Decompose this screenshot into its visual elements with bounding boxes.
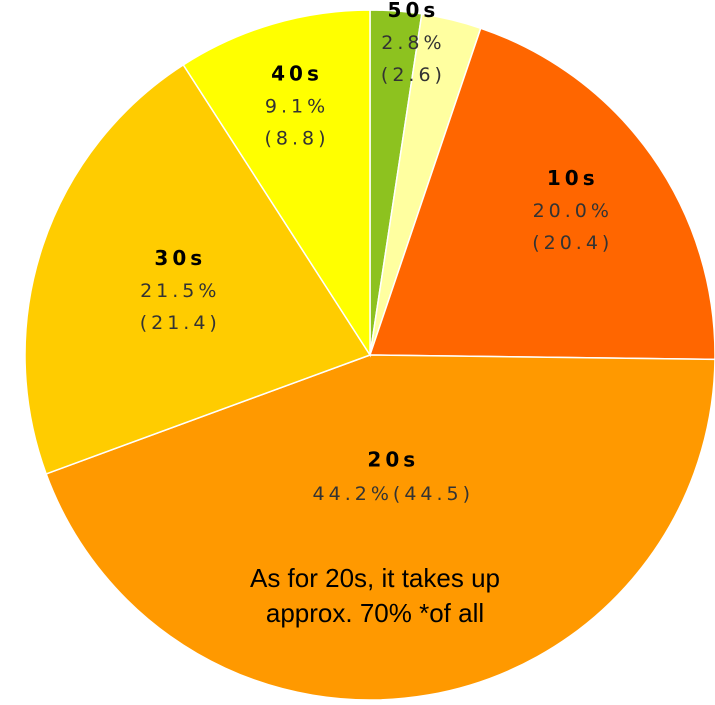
secondary-label: (44.5)	[393, 483, 474, 505]
annotation: approx. 70% *of all	[266, 598, 484, 628]
pie-slice	[45, 354, 715, 701]
value-label: 9.1%	[265, 95, 329, 117]
pie-slice	[182, 9, 371, 358]
slice-label: 40s	[271, 61, 323, 85]
pie-slice	[24, 63, 372, 475]
slice-label: 50s	[388, 0, 440, 22]
slice-label: 20s	[367, 448, 419, 472]
pie-slice	[368, 27, 715, 361]
value-label: 2.8%	[381, 32, 445, 54]
secondary-label: (2.6)	[381, 64, 446, 86]
secondary-label: (8.8)	[265, 127, 330, 149]
value-label: 44.2%	[313, 483, 393, 505]
annotation: As for 20s, it takes up	[250, 563, 500, 593]
slice-label: 10s	[547, 166, 599, 190]
value-label: 21.5%	[140, 280, 220, 302]
slice-value: 44.2%(44.5)	[313, 483, 475, 505]
slice-label: 30s	[154, 246, 206, 270]
secondary-label: (21.4)	[140, 312, 221, 334]
value-label: 20.0%	[533, 200, 613, 222]
secondary-label: (20.4)	[532, 232, 613, 254]
